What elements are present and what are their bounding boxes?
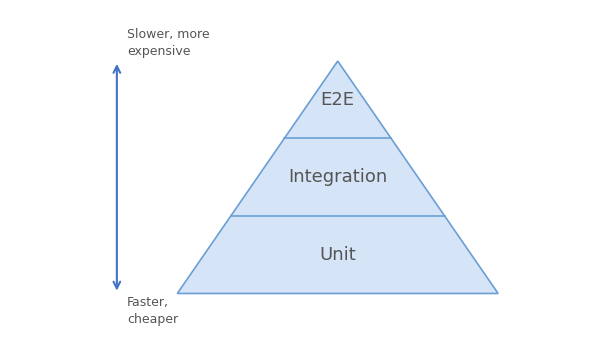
Text: Faster,
cheaper: Faster, cheaper	[127, 296, 178, 326]
Text: Slower, more
expensive: Slower, more expensive	[127, 28, 210, 58]
Text: Unit: Unit	[319, 246, 356, 264]
Text: E2E: E2E	[321, 91, 355, 109]
Polygon shape	[178, 61, 498, 293]
Text: Integration: Integration	[288, 168, 388, 186]
